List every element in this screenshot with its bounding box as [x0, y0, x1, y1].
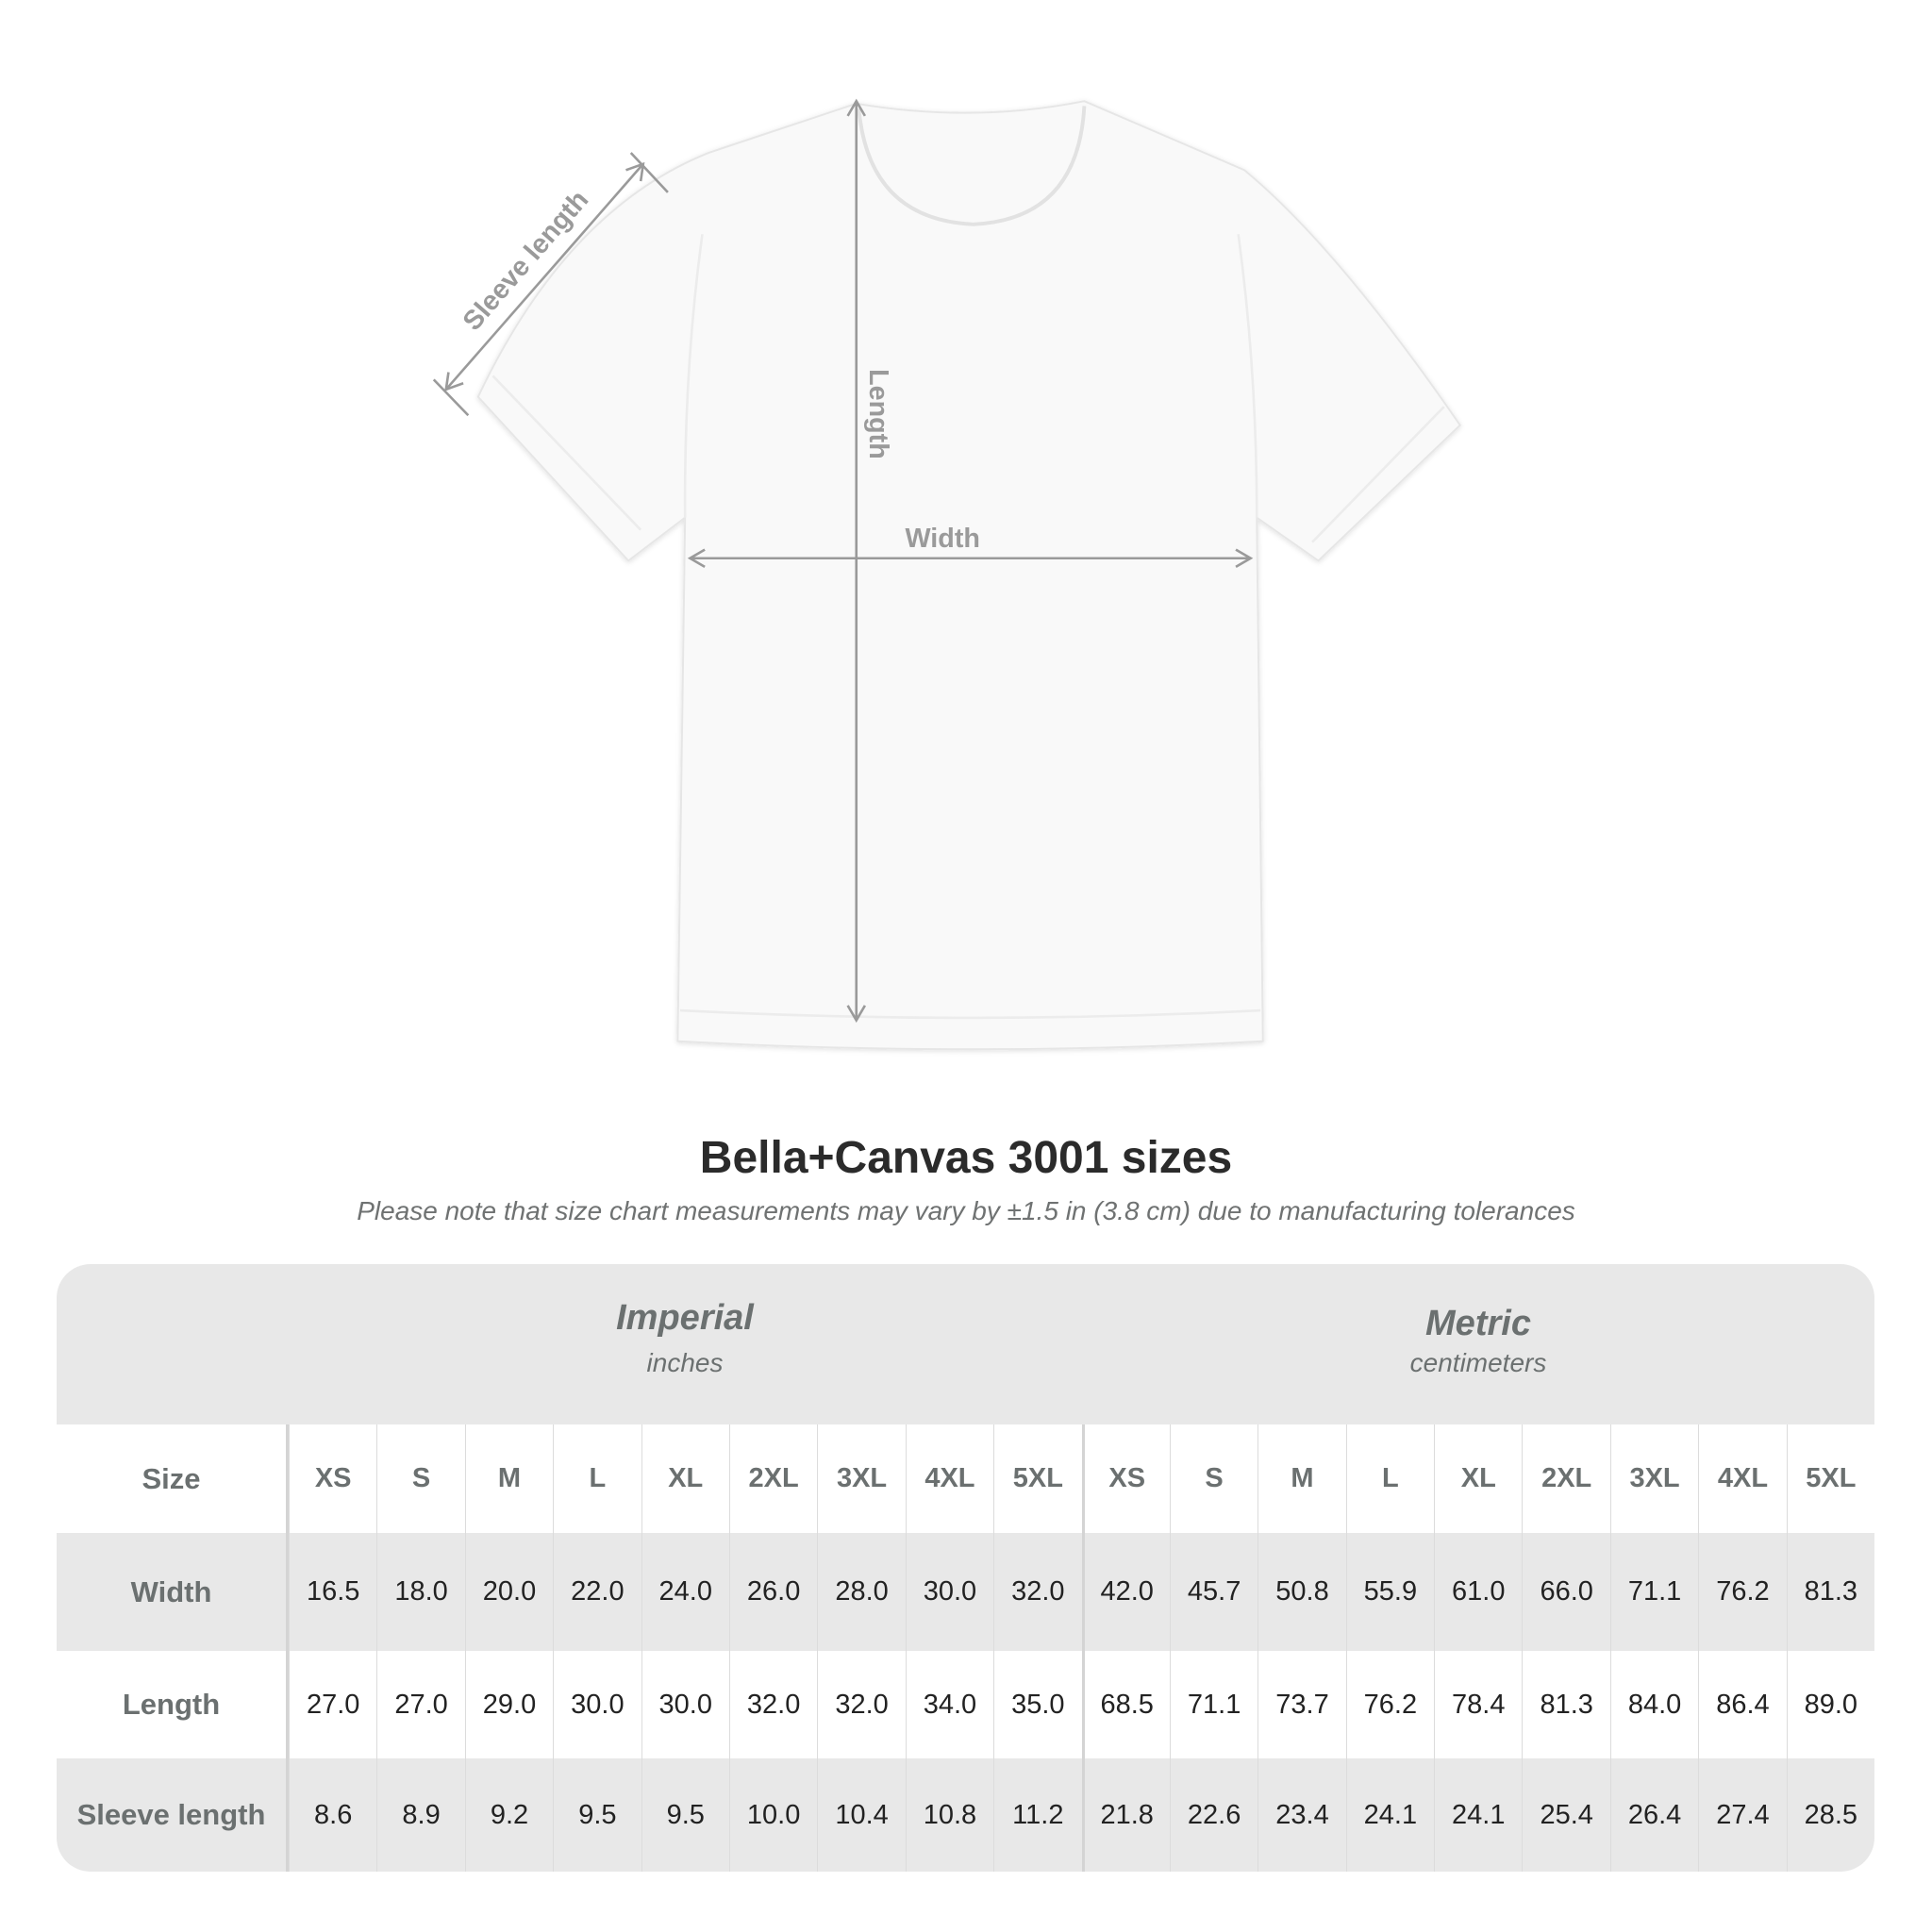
metric-size-xs: XS [1081, 1424, 1170, 1533]
metric-size-5xl: 5XL [1786, 1424, 1874, 1533]
metric-value-cell: 28.5 [1786, 1758, 1874, 1872]
imperial-header: Imperial inches [289, 1264, 1081, 1424]
width-arrow [687, 548, 1254, 569]
imperial-value-cell: 32.0 [728, 1651, 817, 1758]
imperial-value-cell: 16.5 [289, 1533, 376, 1651]
imperial-value-cell: 20.0 [464, 1533, 553, 1651]
row-label: Length [57, 1651, 289, 1758]
imperial-value-cell: 10.4 [817, 1758, 905, 1872]
imperial-value-cell: 9.5 [553, 1758, 641, 1872]
metric-value-cell: 24.1 [1345, 1758, 1434, 1872]
imperial-size-xs: XS [289, 1424, 376, 1533]
table-row-width: Width 16.5 18.0 20.0 22.0 24.0 26.0 28.0 30.0 32.… [57, 1533, 1874, 1651]
metric-value-cell: 55.9 [1345, 1533, 1434, 1651]
length-arrow [846, 98, 867, 1024]
imperial-size-s: S [376, 1424, 464, 1533]
imperial-value-cell: 28.0 [817, 1533, 905, 1651]
metric-size-l: L [1345, 1424, 1434, 1533]
tshirt-diagram: Sleeve length Length Width [432, 98, 1462, 1051]
metric-title: Metric [1425, 1304, 1531, 1343]
imperial-value-cell: 10.0 [728, 1758, 817, 1872]
imperial-value-cell: 32.0 [817, 1651, 905, 1758]
imperial-value-cell: 8.9 [376, 1758, 464, 1872]
imperial-size-5xl: 5XL [993, 1424, 1081, 1533]
metric-value-cell: 22.6 [1169, 1758, 1257, 1872]
size-header-row: Size XS S M L XL 2XL 3XL 4XL 5XL XS S M L XL 2XL 3XL 4XL 5… [57, 1424, 1874, 1533]
imperial-value-cell: 34.0 [905, 1651, 993, 1758]
metric-value-cell: 81.3 [1522, 1651, 1609, 1758]
metric-value-cell: 89.0 [1786, 1651, 1874, 1758]
metric-value-cell: 73.7 [1257, 1651, 1345, 1758]
imperial-value-cell: 30.0 [641, 1651, 729, 1758]
imperial-value-cell: 35.0 [993, 1651, 1081, 1758]
metric-value-cell: 86.4 [1698, 1651, 1786, 1758]
metric-value-cell: 45.7 [1169, 1533, 1257, 1651]
metric-value-cell: 50.8 [1257, 1533, 1345, 1651]
tolerance-note: Please note that size chart measurements… [357, 1196, 1575, 1225]
imperial-value-cell: 27.0 [289, 1651, 376, 1758]
metric-size-m: M [1257, 1424, 1345, 1533]
metric-value-cell: 76.2 [1698, 1533, 1786, 1651]
metric-value-cell: 78.4 [1434, 1651, 1522, 1758]
chart-title: Bella+Canvas 3001 sizes [699, 1133, 1233, 1183]
metric-size-xl: XL [1434, 1424, 1522, 1533]
imperial-value-cell: 24.0 [641, 1533, 729, 1651]
metric-value-cell: 21.8 [1081, 1758, 1170, 1872]
metric-size-4xl: 4XL [1698, 1424, 1786, 1533]
table-row-sleeve-length: Sleeve length 8.6 8.9 9.2 9.5 9.5 10.0 10.4 10.8… [57, 1758, 1874, 1872]
metric-size-s: S [1169, 1424, 1257, 1533]
imperial-value-cell: 8.6 [289, 1758, 376, 1872]
imperial-size-l: L [553, 1424, 641, 1533]
metric-value-cell: 42.0 [1081, 1533, 1170, 1651]
imperial-size-3xl: 3XL [817, 1424, 905, 1533]
imperial-value-cell: 32.0 [993, 1533, 1081, 1651]
imperial-size-2xl: 2XL [728, 1424, 817, 1533]
table-row-length: Length 27.0 27.0 29.0 30.0 30.0 32.0 32.0 34.0 35… [57, 1651, 1874, 1758]
metric-value-cell: 27.4 [1698, 1758, 1786, 1872]
metric-value-cell: 76.2 [1345, 1651, 1434, 1758]
imperial-value-cell: 27.0 [376, 1651, 464, 1758]
metric-unit: centimeters [1409, 1348, 1547, 1377]
imperial-size-xl: XL [641, 1424, 729, 1533]
imperial-value-cell: 26.0 [728, 1533, 817, 1651]
collar [857, 106, 1087, 226]
metric-value-cell: 71.1 [1169, 1651, 1257, 1758]
imperial-value-cell: 11.2 [993, 1758, 1081, 1872]
metric-header: Metric centimeters [1082, 1264, 1874, 1424]
length-label: Length [863, 369, 893, 459]
row-label: Width [57, 1533, 289, 1651]
tshirt-shape [476, 100, 1462, 1051]
imperial-value-cell: 9.5 [641, 1758, 729, 1872]
imperial-size-4xl: 4XL [905, 1424, 993, 1533]
metric-value-cell: 68.5 [1081, 1651, 1170, 1758]
size-grid: Size XS S M L XL 2XL 3XL 4XL 5XL XS S M L XL 2XL 3XL 4XL 5… [57, 1424, 1874, 1872]
imperial-value-cell: 29.0 [464, 1651, 553, 1758]
size-label: Size [57, 1424, 289, 1533]
imperial-value-cell: 30.0 [905, 1533, 993, 1651]
metric-value-cell: 26.4 [1609, 1758, 1698, 1872]
imperial-value-cell: 10.8 [905, 1758, 993, 1872]
metric-value-cell: 66.0 [1522, 1533, 1609, 1651]
metric-value-cell: 71.1 [1609, 1533, 1698, 1651]
metric-value-cell: 25.4 [1522, 1758, 1609, 1872]
imperial-value-cell: 9.2 [464, 1758, 553, 1872]
metric-value-cell: 24.1 [1434, 1758, 1522, 1872]
size-table: Imperial inches Metric centimeters Size X… [57, 1264, 1874, 1872]
imperial-value-cell: 18.0 [376, 1533, 464, 1651]
imperial-size-m: M [464, 1424, 553, 1533]
row-label: Sleeve length [57, 1758, 289, 1872]
metric-value-cell: 84.0 [1609, 1651, 1698, 1758]
imperial-value-cell: 22.0 [553, 1533, 641, 1651]
width-label: Width [905, 524, 979, 554]
metric-size-2xl: 2XL [1522, 1424, 1609, 1533]
metric-size-3xl: 3XL [1609, 1424, 1698, 1533]
imperial-unit: inches [646, 1348, 724, 1377]
imperial-title: Imperial [616, 1298, 754, 1338]
metric-value-cell: 61.0 [1434, 1533, 1522, 1651]
metric-value-cell: 23.4 [1257, 1758, 1345, 1872]
imperial-value-cell: 30.0 [553, 1651, 641, 1758]
sleeve-length-arrow [432, 152, 669, 417]
metric-value-cell: 81.3 [1786, 1533, 1874, 1651]
